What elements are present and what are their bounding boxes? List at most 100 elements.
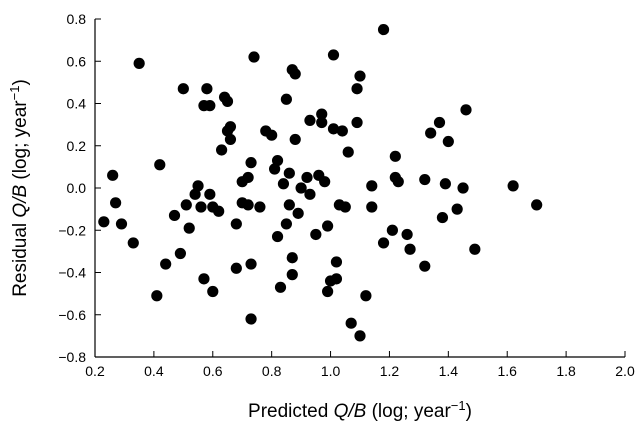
data-point [133,57,145,69]
data-point [451,203,463,215]
data-point [107,169,119,181]
y-tick-label: −0.8 [58,349,86,365]
data-point [354,70,366,82]
data-point [221,95,234,107]
data-point [266,129,278,141]
data-point [160,258,172,270]
data-point [366,201,378,213]
data-point [319,176,331,188]
plot-area: 0.80.60.40.20.0−0.2−0.4−0.6−0.8 0.2 0.4 0.… [58,11,635,379]
data-point [354,330,366,342]
y-tick-label: 0.6 [67,53,87,69]
data-point [168,209,181,222]
data-point [507,180,519,192]
data-point [204,100,216,112]
data-point [289,68,301,80]
x-axis-label: Predicted Q/B (log; year−1) [248,398,472,423]
data-point [339,201,351,213]
data-point [224,121,237,133]
data-point [345,317,357,329]
data-point [248,51,260,63]
data-point [469,243,481,255]
data-point [330,256,343,268]
data-point [280,218,292,230]
data-point [201,83,213,95]
data-point [425,127,437,139]
data-point [283,167,295,179]
data-point [351,116,363,129]
data-point [174,247,186,260]
data-point [401,228,413,241]
data-point [322,220,334,232]
data-point [342,146,354,158]
data-point [531,199,543,211]
x-tick-label: 0.2 [85,363,105,379]
y-tick-label: 0.0 [67,180,87,196]
y-tick-label: −0.6 [58,307,86,323]
data-point [360,290,372,302]
data-point [457,182,469,194]
data-point [286,269,298,281]
data-point [327,49,340,61]
data-point [230,218,242,230]
data-point [327,123,340,135]
data-point [180,199,192,211]
data-point [271,230,284,243]
data-point [216,144,228,156]
y-tick-label: 0.2 [67,138,87,154]
x-ticks: 0.2 0.4 0.6 0.8 1.0 1.2 1.4 1.6 1.8 2.0 [85,351,635,379]
data-point [98,216,110,228]
data-point [419,260,431,272]
data-point [271,154,284,167]
x-tick-label: 2.0 [615,363,635,379]
data-point [154,159,166,171]
data-point [377,237,390,249]
y-tick-label: 0.4 [67,96,87,112]
data-point [127,237,139,249]
data-point [433,116,446,129]
y-tick-label: 0.8 [67,11,87,27]
x-tick-label: 1.4 [439,363,459,379]
x-tick-label: 0.4 [144,363,164,379]
data-point [330,273,343,285]
data-point [280,93,292,105]
x-tick-label: 1.0 [321,363,341,379]
data-point [304,114,316,126]
data-point [442,135,454,148]
data-point [245,258,257,270]
data-point [351,83,363,95]
data-point [404,243,416,255]
data-point [289,133,301,146]
data-points [98,23,543,342]
data-point [230,262,242,274]
data-point [439,178,451,190]
data-point [269,163,281,175]
data-point [254,201,266,213]
data-point [301,171,313,184]
data-point [242,199,254,211]
data-point [316,108,328,120]
data-point [224,133,237,146]
data-point [386,224,398,236]
data-point [245,157,257,169]
data-point [392,176,404,188]
data-point [183,222,195,234]
x-tick-label: 1.8 [556,363,576,379]
data-point [377,23,390,36]
data-point [151,290,163,302]
x-tick-label: 1.2 [380,363,400,379]
data-point [192,180,204,192]
data-point [316,116,328,129]
data-point [292,207,304,219]
data-point [274,281,287,293]
data-point [286,252,298,264]
data-point [245,313,257,325]
data-point [213,205,225,217]
data-point [436,211,449,224]
data-point [366,180,378,192]
data-point [207,285,219,298]
data-point [115,218,128,230]
y-tick-label: −0.2 [58,222,86,238]
data-point [304,188,316,200]
